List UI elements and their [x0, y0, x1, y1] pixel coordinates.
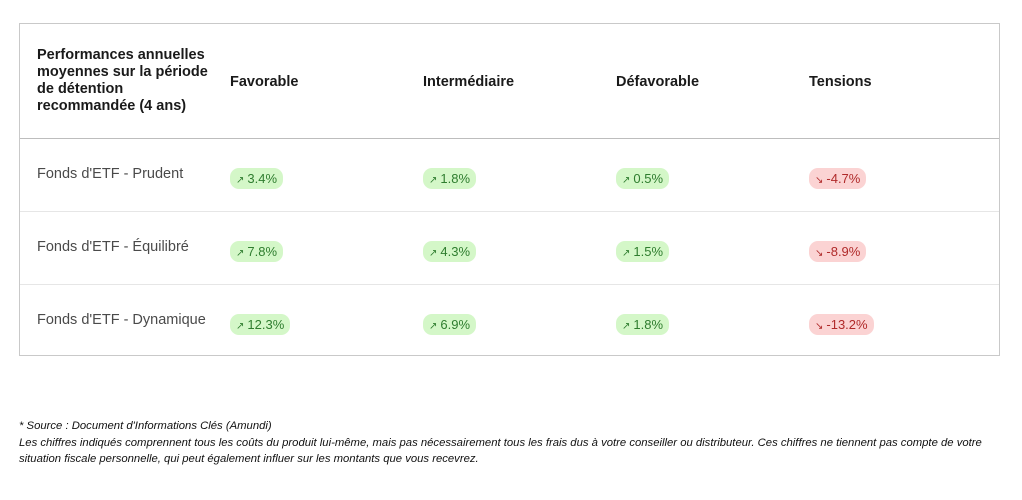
footnote: * Source : Document d'Informations Clés …	[19, 418, 1004, 468]
value-badge: ↗ 1.5%	[616, 241, 670, 262]
value-badge: ↗ 0.5%	[616, 168, 670, 189]
performance-table: Performances annuelles moyennes sur la p…	[19, 23, 1000, 356]
column-header-defavorable: Défavorable	[616, 74, 700, 90]
trend-down-arrow-icon: ↘	[815, 248, 824, 259]
fund-name: Fonds d'ETF - Prudent	[37, 166, 184, 182]
fund-name: Fonds d'ETF - Équilibré	[37, 239, 189, 255]
value-badge: ↗ 6.9%	[423, 314, 477, 335]
table-row-dynamique: Fonds d'ETF - Dynamique ↗ 12.3% ↗ 6.9% ↗ 1.…	[20, 285, 999, 358]
trend-up-arrow-icon: ↗	[429, 248, 438, 259]
trend-down-arrow-icon: ↘	[815, 175, 824, 186]
table-row-equilibre: Fonds d'ETF - Équilibré ↗ 7.8% ↗ 4.3% ↗ 1.5…	[20, 212, 999, 285]
value-badge: ↘ -8.9%	[809, 241, 867, 262]
trend-down-arrow-icon: ↘	[815, 321, 824, 332]
table-header-row: Performances annuelles moyennes sur la p…	[20, 24, 999, 139]
value-badge: ↗ 1.8%	[616, 314, 670, 335]
header-period-label: Performances annuelles moyennes sur la p…	[37, 47, 208, 114]
trend-up-arrow-icon: ↗	[622, 321, 631, 332]
trend-up-arrow-icon: ↗	[236, 321, 245, 332]
trend-up-arrow-icon: ↗	[236, 248, 245, 259]
value-badge: ↗ 4.3%	[423, 241, 477, 262]
footnote-source: * Source : Document d'Informations Clés …	[19, 420, 272, 432]
trend-up-arrow-icon: ↗	[622, 175, 631, 186]
column-header-intermediaire: Intermédiaire	[423, 74, 515, 90]
value-badge: ↗ 7.8%	[230, 241, 284, 262]
trend-up-arrow-icon: ↗	[622, 248, 631, 259]
value-badge: ↗ 1.8%	[423, 168, 477, 189]
trend-up-arrow-icon: ↗	[236, 175, 245, 186]
footnote-disclaimer: Les chiffres indiqués comprennent tous l…	[19, 436, 982, 466]
trend-up-arrow-icon: ↗	[429, 321, 438, 332]
table-row-prudent: Fonds d'ETF - Prudent ↗ 3.4% ↗ 1.8% ↗ 0.5% …	[20, 139, 999, 212]
column-header-tensions: Tensions	[809, 74, 872, 90]
fund-name: Fonds d'ETF - Dynamique	[37, 312, 206, 328]
value-badge: ↗ 3.4%	[230, 168, 284, 189]
value-badge: ↘ -13.2%	[809, 314, 874, 335]
value-badge: ↘ -4.7%	[809, 168, 867, 189]
value-badge: ↗ 12.3%	[230, 314, 291, 335]
trend-up-arrow-icon: ↗	[429, 175, 438, 186]
column-header-favorable: Favorable	[230, 74, 299, 90]
